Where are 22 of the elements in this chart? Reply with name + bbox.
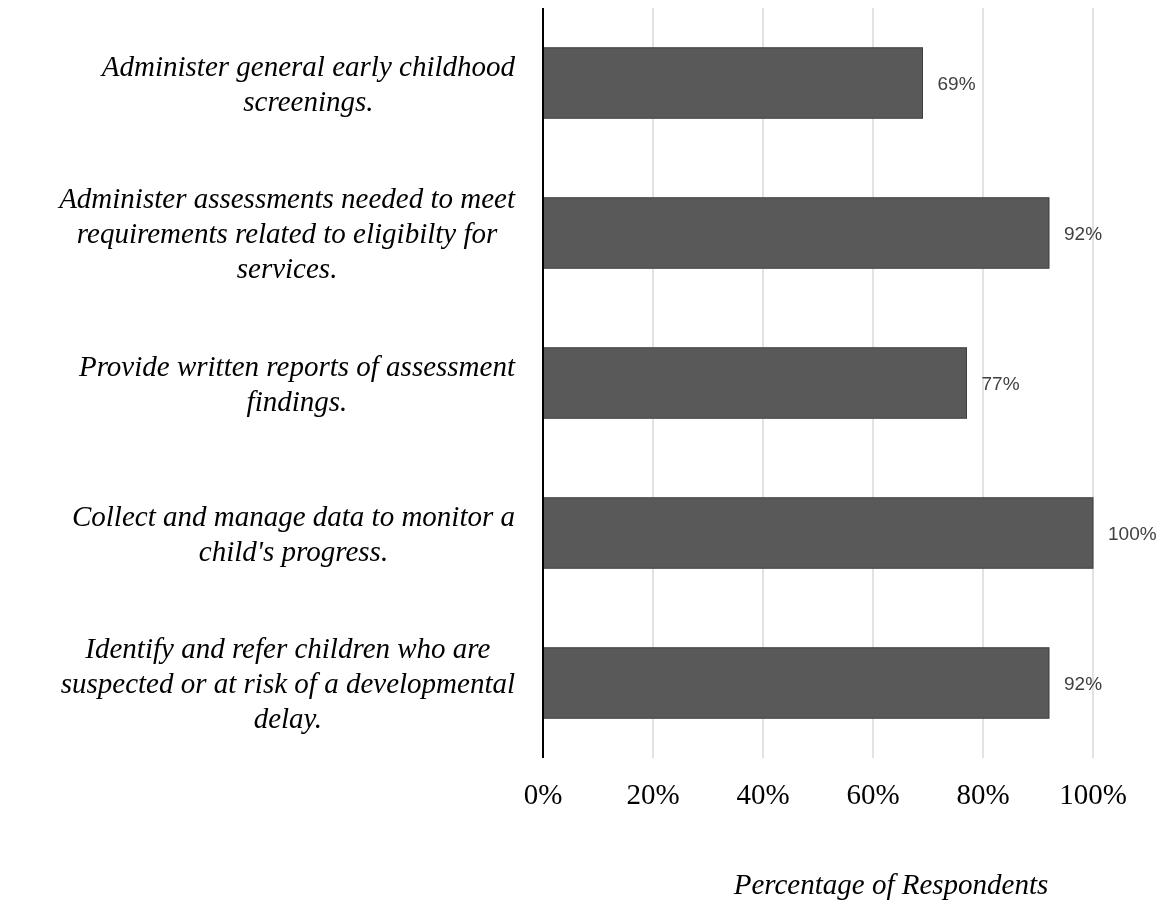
- data-label: 92%: [1064, 672, 1103, 694]
- bar: [542, 197, 1050, 269]
- y-tick-label: Identify and refer children who are suspected or at risk of a developmental delay.: [60, 632, 515, 734]
- x-tick-label: 100%: [1059, 778, 1127, 810]
- data-label: 92%: [1064, 222, 1103, 244]
- bar: [542, 47, 923, 119]
- y-tick-label: Administer general early childhood screenings.: [99, 49, 516, 117]
- bar: [542, 347, 967, 419]
- data-label: 69%: [937, 72, 976, 94]
- bar: [542, 647, 1050, 719]
- data-label: 77%: [981, 372, 1020, 394]
- y-tick-label: Administer assessments needed to meet requirements related to eligibilty for services.: [57, 182, 516, 284]
- x-tick-label: 80%: [956, 778, 1010, 810]
- x-tick-label: 40%: [736, 778, 790, 810]
- x-axis-title: Percentage of Respondents: [732, 868, 1049, 900]
- x-tick-label: 60%: [846, 778, 900, 810]
- y-tick-label: Provide written reports of assessment findings.: [77, 349, 516, 417]
- x-tick-label: 20%: [626, 778, 680, 810]
- x-tick-label: 0%: [523, 778, 563, 810]
- y-tick-label: Collect and manage data to monitor a child's progress.: [71, 499, 515, 567]
- data-label: 100%: [1108, 522, 1157, 544]
- bar: [542, 497, 1094, 569]
